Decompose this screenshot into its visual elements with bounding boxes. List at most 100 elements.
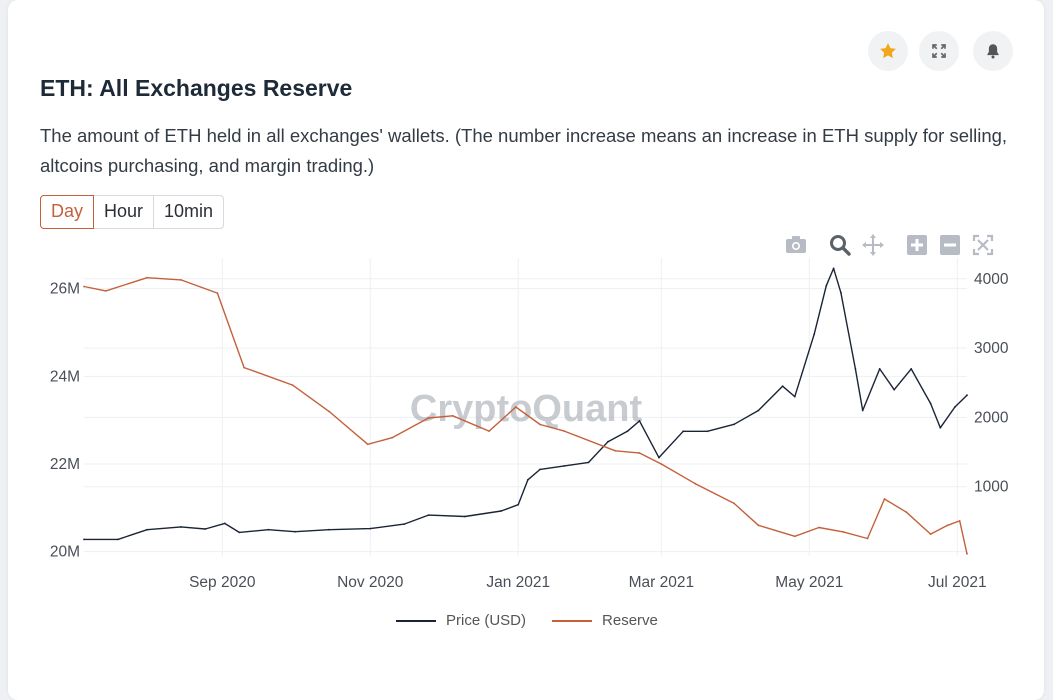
price-point bbox=[966, 394, 968, 397]
zoom-out-icon[interactable] bbox=[938, 233, 962, 257]
price-point bbox=[910, 368, 913, 370]
price-point bbox=[328, 528, 330, 531]
reserve-point bbox=[966, 552, 968, 555]
reserve-point bbox=[757, 524, 760, 527]
star-icon bbox=[880, 43, 896, 59]
reserve-point bbox=[733, 502, 735, 505]
price-point bbox=[878, 368, 881, 370]
price-point bbox=[403, 523, 406, 525]
reserve-point bbox=[451, 414, 454, 417]
price-point bbox=[369, 527, 372, 530]
price-point bbox=[83, 538, 85, 541]
favorite-button[interactable] bbox=[868, 31, 908, 71]
reserve-point bbox=[146, 276, 149, 279]
price-point bbox=[781, 385, 784, 388]
chart-legend: Price (USD) Reserve bbox=[396, 612, 658, 629]
reserve-point bbox=[391, 436, 393, 439]
price-point bbox=[954, 406, 956, 408]
price-point bbox=[733, 423, 735, 426]
reserve-point bbox=[958, 520, 961, 522]
camera-icon[interactable] bbox=[784, 233, 808, 257]
price-point bbox=[500, 510, 503, 512]
price-point bbox=[861, 409, 864, 412]
price-point bbox=[527, 478, 529, 481]
chart-description: The amount of ETH held in all exchanges'… bbox=[40, 125, 1008, 176]
price-point bbox=[793, 395, 796, 398]
price-point bbox=[813, 333, 816, 336]
price-point bbox=[638, 420, 641, 422]
reserve-point bbox=[563, 430, 566, 432]
y-left-tick-label: 24M bbox=[50, 368, 80, 385]
chart-title: ETH: All Exchanges Reserve bbox=[40, 75, 353, 101]
alert-button[interactable] bbox=[973, 31, 1013, 71]
x-tick-label: Mar 2021 bbox=[629, 574, 694, 591]
y-right-tick-label: 4000 bbox=[974, 271, 1009, 288]
price-point bbox=[840, 291, 842, 294]
price-point bbox=[539, 468, 541, 471]
reserve-point bbox=[793, 535, 796, 538]
x-tick-label: Nov 2020 bbox=[337, 574, 404, 591]
reserve-point bbox=[842, 531, 845, 533]
autoscale-icon[interactable] bbox=[971, 233, 995, 257]
x-tick-label: Sep 2020 bbox=[189, 574, 256, 591]
reserve-point bbox=[539, 423, 541, 426]
legend-swatch-price bbox=[396, 619, 436, 622]
price-point bbox=[893, 388, 896, 391]
legend-label-price: Price (USD) bbox=[446, 612, 527, 629]
legend-swatch-reserve bbox=[552, 619, 593, 622]
price-point bbox=[854, 368, 857, 370]
price-point bbox=[464, 515, 466, 518]
reserve-point bbox=[660, 463, 663, 465]
price-point bbox=[427, 514, 430, 516]
price-point bbox=[204, 528, 207, 530]
price-point bbox=[267, 528, 270, 531]
watermark: CryptoQuant bbox=[410, 388, 643, 430]
interval-tabs: Day Hour 10min bbox=[40, 195, 225, 229]
price-point bbox=[180, 526, 182, 528]
price-point bbox=[682, 430, 685, 433]
price-point bbox=[929, 402, 932, 405]
price-point bbox=[757, 409, 760, 412]
reserve-point bbox=[866, 537, 869, 540]
legend-item-price[interactable]: Price (USD) bbox=[396, 612, 526, 629]
reserve-point bbox=[366, 443, 369, 446]
legend-item-reserve[interactable]: Reserve bbox=[552, 612, 658, 629]
price-point bbox=[563, 465, 566, 467]
reserve-point bbox=[905, 511, 908, 514]
price-point bbox=[223, 522, 226, 525]
price-point bbox=[626, 430, 629, 433]
expand-button[interactable] bbox=[919, 31, 959, 71]
price-point bbox=[587, 461, 590, 464]
price-point bbox=[238, 531, 241, 534]
price-point bbox=[658, 456, 660, 459]
pan-icon[interactable] bbox=[861, 233, 885, 257]
price-point bbox=[146, 528, 149, 531]
legend-label-reserve: Reserve bbox=[602, 612, 658, 629]
y-left-tick-label: 26M bbox=[50, 281, 80, 298]
zoom-icon[interactable] bbox=[828, 233, 852, 257]
price-point bbox=[706, 430, 709, 433]
zoom-in-icon[interactable] bbox=[905, 233, 929, 257]
x-tick-label: Jul 2021 bbox=[928, 574, 987, 591]
y-right-tick-label: 3000 bbox=[974, 340, 1009, 357]
tab-hour[interactable]: Hour bbox=[94, 196, 155, 228]
price-point bbox=[832, 267, 835, 270]
reserve-point bbox=[328, 410, 330, 413]
reserve-point bbox=[614, 449, 617, 452]
reserve-point bbox=[427, 417, 430, 419]
reserve-point bbox=[291, 384, 294, 386]
reserve-point bbox=[488, 430, 490, 432]
reserve-point bbox=[514, 406, 517, 408]
reserve-point bbox=[83, 285, 85, 288]
x-tick-label: May 2021 bbox=[775, 574, 843, 591]
reserve-point bbox=[929, 533, 932, 535]
reserve-point bbox=[216, 292, 219, 294]
reserve-point bbox=[946, 524, 949, 527]
price-point bbox=[607, 440, 609, 443]
y-right-tick-label: 2000 bbox=[974, 409, 1009, 426]
y-left-tick-label: 22M bbox=[50, 456, 80, 473]
reserve-point bbox=[883, 498, 886, 500]
tab-day[interactable]: Day bbox=[40, 195, 95, 229]
x-tick-label: Jan 2021 bbox=[486, 574, 550, 591]
tab-10min[interactable]: 10min bbox=[154, 196, 224, 228]
